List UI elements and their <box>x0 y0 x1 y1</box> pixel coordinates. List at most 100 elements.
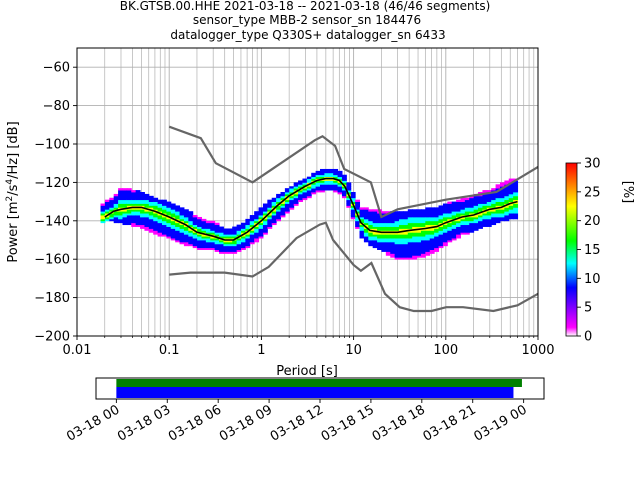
density-cell <box>249 215 255 218</box>
density-cell <box>403 247 409 250</box>
density-cell <box>109 215 115 218</box>
density-cell <box>429 234 435 237</box>
density-cell <box>153 226 159 229</box>
density-cell <box>368 238 374 241</box>
density-cell <box>478 195 483 199</box>
density-cell <box>241 245 246 249</box>
density-cell <box>284 205 290 208</box>
density-cell <box>412 224 418 227</box>
density-cell <box>210 220 216 224</box>
density-cell <box>320 174 325 178</box>
density-cell <box>425 215 431 218</box>
density-cell <box>293 184 299 187</box>
density-cell <box>201 238 207 241</box>
title-line-1: BK.GTSB.00.HHE 2021-03-18 -- 2021-03-18 … <box>120 0 491 13</box>
density-cell <box>346 182 352 185</box>
density-cell <box>447 207 453 210</box>
density-cell <box>412 249 418 252</box>
density-cell <box>271 205 277 208</box>
density-cell <box>451 215 457 218</box>
density-cell <box>363 232 369 235</box>
density-cell <box>267 205 273 208</box>
density-cell <box>394 236 400 239</box>
density-cell <box>267 213 273 216</box>
density-cell <box>460 205 466 208</box>
density-cell <box>179 230 185 233</box>
density-cell <box>478 226 483 229</box>
density-cell <box>473 205 479 208</box>
density-cell <box>381 245 387 249</box>
density-cell <box>451 232 457 235</box>
density-cell <box>447 232 453 235</box>
density-cell <box>284 193 290 197</box>
density-cell <box>188 234 194 237</box>
density-cell <box>473 211 479 214</box>
density-cell <box>135 201 141 204</box>
density-cell <box>464 222 470 226</box>
density-cell <box>179 211 185 214</box>
density-cell <box>478 197 483 201</box>
density-cell <box>377 236 382 239</box>
density-cell <box>508 199 514 202</box>
density-cell <box>442 209 448 212</box>
density-cell <box>271 209 277 212</box>
density-cell <box>486 215 492 218</box>
density-cell <box>276 197 282 201</box>
density-cell <box>434 218 440 222</box>
density-cell <box>170 224 176 227</box>
density-cell <box>355 205 361 208</box>
density-cell <box>157 207 163 210</box>
density-cell <box>495 199 501 202</box>
density-cell <box>359 211 365 214</box>
density-cell <box>126 209 132 212</box>
density-cell <box>482 195 488 199</box>
density-cell <box>434 209 440 212</box>
density-cell <box>170 213 176 216</box>
density-cell <box>381 226 387 229</box>
coverage-tick-label: 03-18 18 <box>370 402 428 444</box>
colorbar-tick-label: 30 <box>584 157 601 172</box>
density-cell <box>438 216 444 220</box>
density-cell <box>346 195 352 199</box>
density-cell <box>420 255 426 258</box>
density-cell <box>140 218 145 222</box>
density-cell <box>394 218 400 222</box>
density-cell <box>478 220 483 224</box>
density-cell <box>249 234 255 237</box>
density-cell <box>315 170 321 174</box>
density-cell <box>100 211 106 214</box>
density-cell <box>153 213 159 216</box>
density-cell <box>148 224 154 227</box>
density-cell <box>399 228 404 231</box>
density-cell <box>175 213 181 216</box>
density-cell <box>434 220 440 224</box>
density-cell <box>394 241 400 245</box>
density-cell <box>276 205 282 208</box>
coverage-tick-label: 03-18 15 <box>319 402 377 444</box>
density-cell <box>254 236 260 239</box>
density-cell <box>113 195 119 199</box>
density-cell <box>179 224 185 227</box>
density-cell <box>131 216 137 220</box>
density-cell <box>403 236 409 239</box>
density-cell <box>293 188 299 191</box>
density-cell <box>135 213 141 216</box>
density-cell <box>425 222 431 226</box>
density-cell <box>166 216 172 220</box>
density-cell <box>390 247 396 250</box>
density-cell <box>456 222 461 226</box>
density-cell <box>429 247 435 250</box>
density-cell <box>271 216 277 220</box>
density-cell <box>363 222 369 226</box>
density-cell <box>311 188 317 191</box>
density-cell <box>298 195 303 199</box>
density-cell <box>390 224 396 227</box>
density-cell <box>245 232 251 235</box>
density-cell <box>381 236 387 239</box>
density-cell <box>183 211 189 214</box>
density-cell <box>482 199 488 202</box>
density-cell <box>372 211 378 214</box>
density-cell <box>197 240 202 243</box>
density-cell <box>399 216 404 220</box>
